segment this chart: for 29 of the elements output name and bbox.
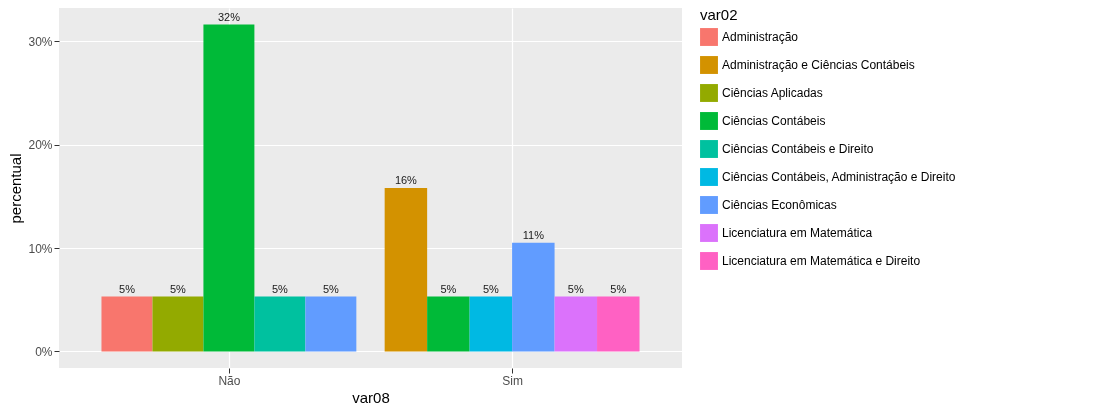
data-label: 5% — [119, 282, 136, 295]
legend-title: var02 — [700, 6, 738, 23]
data-label: 11% — [522, 228, 545, 241]
data-label: 16% — [394, 174, 418, 186]
data-label: 5% — [322, 282, 340, 295]
data-label: 5% — [440, 282, 457, 295]
data-label: 5% — [271, 282, 289, 295]
x-tick-label: Sim — [502, 373, 523, 388]
data-label: 5% — [482, 282, 500, 295]
data-label: 32% — [217, 10, 241, 23]
legend-label: Administração — [722, 30, 799, 44]
legend-label: Ciências Contábeis, Administração e Direito — [722, 170, 956, 184]
legend-label: Administração e Ciências Contábeis — [722, 58, 915, 72]
x-axis-title: var08 — [352, 388, 390, 406]
legend-label: Ciências Contábeis — [722, 114, 826, 128]
legend-label: Ciências Econômicas — [722, 198, 837, 212]
legend-label: Ciências Contábeis e Direito — [722, 142, 874, 156]
data-label: 5% — [169, 282, 187, 295]
x-tick-label: Não — [218, 373, 241, 388]
data-label: 5% — [567, 282, 584, 295]
y-tick-label: 10% — [28, 241, 53, 256]
legend-label: Ciências Aplicadas — [722, 86, 823, 100]
y-axis-title: percentual — [7, 153, 25, 224]
data-label: 5% — [610, 282, 627, 295]
legend-label: Licenciatura em Matemática — [722, 226, 873, 240]
y-tick-label: 30% — [28, 34, 53, 49]
y-tick-label: 0% — [35, 344, 53, 359]
y-tick-label: 20% — [28, 138, 53, 153]
legend-label: Licenciatura em Matemática e Direito — [722, 254, 921, 268]
